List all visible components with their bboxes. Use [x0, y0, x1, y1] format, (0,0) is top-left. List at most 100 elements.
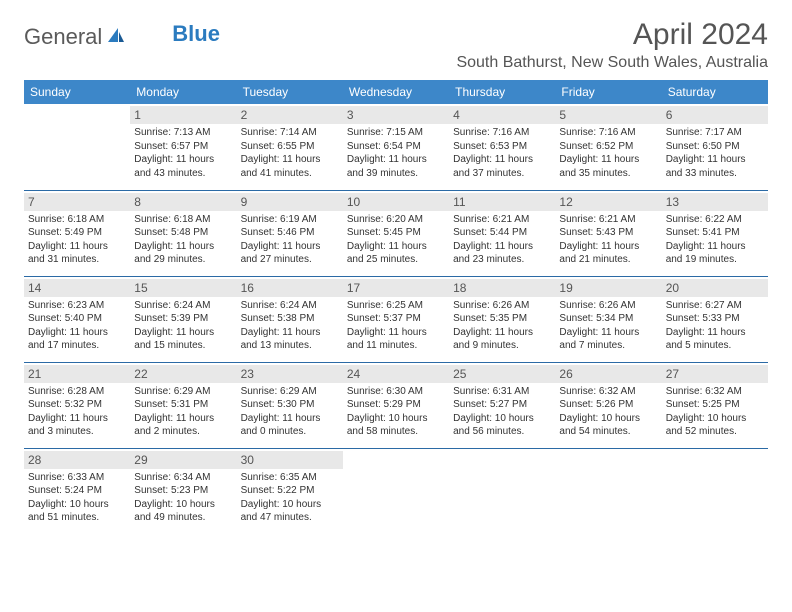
sunset-text: Sunset: 5:30 PM — [241, 398, 339, 412]
day-number: 23 — [237, 365, 343, 383]
day-number: 12 — [555, 193, 661, 211]
day-header: Saturday — [662, 80, 768, 104]
day-cell — [555, 448, 661, 534]
header: General Blue April 2024 South Bathurst, … — [24, 18, 768, 72]
sunset-text: Sunset: 5:26 PM — [559, 398, 657, 412]
daylight-text: Daylight: 11 hours and 33 minutes. — [666, 153, 764, 180]
day-cell: 27Sunrise: 6:32 AMSunset: 5:25 PMDayligh… — [662, 362, 768, 448]
day-number: 6 — [662, 106, 768, 124]
daylight-text: Daylight: 10 hours and 49 minutes. — [134, 498, 232, 525]
day-details: Sunrise: 6:22 AMSunset: 5:41 PMDaylight:… — [666, 213, 764, 267]
day-details: Sunrise: 7:16 AMSunset: 6:53 PMDaylight:… — [453, 126, 551, 180]
day-cell: 28Sunrise: 6:33 AMSunset: 5:24 PMDayligh… — [24, 448, 130, 534]
sunrise-text: Sunrise: 6:32 AM — [666, 385, 764, 399]
daylight-text: Daylight: 11 hours and 9 minutes. — [453, 326, 551, 353]
day-details: Sunrise: 6:21 AMSunset: 5:43 PMDaylight:… — [559, 213, 657, 267]
sunrise-text: Sunrise: 7:16 AM — [453, 126, 551, 140]
day-cell — [343, 448, 449, 534]
week-row: 28Sunrise: 6:33 AMSunset: 5:24 PMDayligh… — [24, 448, 768, 534]
day-cell: 9Sunrise: 6:19 AMSunset: 5:46 PMDaylight… — [237, 190, 343, 276]
sunset-text: Sunset: 5:46 PM — [241, 226, 339, 240]
daylight-text: Daylight: 11 hours and 27 minutes. — [241, 240, 339, 267]
day-details: Sunrise: 6:20 AMSunset: 5:45 PMDaylight:… — [347, 213, 445, 267]
sunrise-text: Sunrise: 6:28 AM — [28, 385, 126, 399]
sunrise-text: Sunrise: 7:14 AM — [241, 126, 339, 140]
day-details: Sunrise: 6:24 AMSunset: 5:38 PMDaylight:… — [241, 299, 339, 353]
day-details: Sunrise: 6:33 AMSunset: 5:24 PMDaylight:… — [28, 471, 126, 525]
sunrise-text: Sunrise: 7:15 AM — [347, 126, 445, 140]
sunrise-text: Sunrise: 6:24 AM — [241, 299, 339, 313]
sunset-text: Sunset: 6:52 PM — [559, 140, 657, 154]
day-details: Sunrise: 6:27 AMSunset: 5:33 PMDaylight:… — [666, 299, 764, 353]
sunset-text: Sunset: 5:49 PM — [28, 226, 126, 240]
day-number: 26 — [555, 365, 661, 383]
day-cell: 6Sunrise: 7:17 AMSunset: 6:50 PMDaylight… — [662, 104, 768, 190]
sunset-text: Sunset: 5:40 PM — [28, 312, 126, 326]
sunrise-text: Sunrise: 6:29 AM — [241, 385, 339, 399]
day-details: Sunrise: 6:30 AMSunset: 5:29 PMDaylight:… — [347, 385, 445, 439]
sunrise-text: Sunrise: 6:26 AM — [559, 299, 657, 313]
sunrise-text: Sunrise: 6:21 AM — [559, 213, 657, 227]
daylight-text: Daylight: 11 hours and 37 minutes. — [453, 153, 551, 180]
calendar-table: Sunday Monday Tuesday Wednesday Thursday… — [24, 80, 768, 534]
day-number: 22 — [130, 365, 236, 383]
daylight-text: Daylight: 11 hours and 17 minutes. — [28, 326, 126, 353]
sunset-text: Sunset: 5:35 PM — [453, 312, 551, 326]
daylight-text: Daylight: 11 hours and 7 minutes. — [559, 326, 657, 353]
sunrise-text: Sunrise: 7:17 AM — [666, 126, 764, 140]
day-details: Sunrise: 7:14 AMSunset: 6:55 PMDaylight:… — [241, 126, 339, 180]
day-header: Sunday — [24, 80, 130, 104]
day-cell: 16 Sunrise: 6:24 AMSunset: 5:38 PMDayligh… — [237, 276, 343, 362]
daylight-text: Daylight: 11 hours and 39 minutes. — [347, 153, 445, 180]
day-number: 18 — [449, 279, 555, 297]
sunset-text: Sunset: 5:45 PM — [347, 226, 445, 240]
day-cell — [662, 448, 768, 534]
day-number: 16 — [237, 279, 343, 297]
daylight-text: Daylight: 11 hours and 23 minutes. — [453, 240, 551, 267]
day-details: Sunrise: 6:26 AMSunset: 5:34 PMDaylight:… — [559, 299, 657, 353]
sunset-text: Sunset: 5:37 PM — [347, 312, 445, 326]
sunrise-text: Sunrise: 6:25 AM — [347, 299, 445, 313]
day-header: Tuesday — [237, 80, 343, 104]
daylight-text: Daylight: 11 hours and 13 minutes. — [241, 326, 339, 353]
day-cell: 29 Sunrise: 6:34 AMSunset: 5:23 PMDayligh… — [130, 448, 236, 534]
daylight-text: Daylight: 11 hours and 31 minutes. — [28, 240, 126, 267]
day-cell: 14Sunrise: 6:23 AMSunset: 5:40 PMDayligh… — [24, 276, 130, 362]
daylight-text: Daylight: 11 hours and 25 minutes. — [347, 240, 445, 267]
sunrise-text: Sunrise: 6:30 AM — [347, 385, 445, 399]
sunrise-text: Sunrise: 6:31 AM — [453, 385, 551, 399]
day-cell: 5Sunrise: 7:16 AMSunset: 6:52 PMDaylight… — [555, 104, 661, 190]
daylight-text: Daylight: 11 hours and 19 minutes. — [666, 240, 764, 267]
day-header-row: Sunday Monday Tuesday Wednesday Thursday… — [24, 80, 768, 104]
day-header: Friday — [555, 80, 661, 104]
day-cell: 30Sunrise: 6:35 AMSunset: 5:22 PMDayligh… — [237, 448, 343, 534]
day-number: 15 — [130, 279, 236, 297]
day-details: Sunrise: 6:35 AMSunset: 5:22 PMDaylight:… — [241, 471, 339, 525]
daylight-text: Daylight: 11 hours and 3 minutes. — [28, 412, 126, 439]
day-cell — [24, 104, 130, 190]
daylight-text: Daylight: 10 hours and 56 minutes. — [453, 412, 551, 439]
sunset-text: Sunset: 5:43 PM — [559, 226, 657, 240]
day-cell: 25Sunrise: 6:31 AMSunset: 5:27 PMDayligh… — [449, 362, 555, 448]
day-cell: 12 Sunrise: 6:21 AMSunset: 5:43 PMDayligh… — [555, 190, 661, 276]
day-details: Sunrise: 6:24 AMSunset: 5:39 PMDaylight:… — [134, 299, 232, 353]
sunset-text: Sunset: 5:22 PM — [241, 484, 339, 498]
month-title: April 2024 — [456, 18, 768, 52]
day-cell: 17Sunrise: 6:25 AMSunset: 5:37 PMDayligh… — [343, 276, 449, 362]
day-number: 29 — [130, 451, 236, 469]
sunset-text: Sunset: 5:23 PM — [134, 484, 232, 498]
day-cell: 23Sunrise: 6:29 AMSunset: 5:30 PMDayligh… — [237, 362, 343, 448]
day-details: Sunrise: 7:13 AMSunset: 6:57 PMDaylight:… — [134, 126, 232, 180]
week-row: 7Sunrise: 6:18 AMSunset: 5:49 PMDaylight… — [24, 190, 768, 276]
day-cell: 19Sunrise: 6:26 AMSunset: 5:34 PMDayligh… — [555, 276, 661, 362]
sunrise-text: Sunrise: 6:21 AM — [453, 213, 551, 227]
sunset-text: Sunset: 6:53 PM — [453, 140, 551, 154]
day-details: Sunrise: 6:29 AMSunset: 5:31 PMDaylight:… — [134, 385, 232, 439]
sunset-text: Sunset: 5:24 PM — [28, 484, 126, 498]
sunrise-text: Sunrise: 6:32 AM — [559, 385, 657, 399]
day-header: Wednesday — [343, 80, 449, 104]
day-details: Sunrise: 6:34 AMSunset: 5:23 PMDaylight:… — [134, 471, 232, 525]
sunrise-text: Sunrise: 6:34 AM — [134, 471, 232, 485]
daylight-text: Daylight: 11 hours and 21 minutes. — [559, 240, 657, 267]
day-cell: 15 Sunrise: 6:24 AMSunset: 5:39 PMDayligh… — [130, 276, 236, 362]
